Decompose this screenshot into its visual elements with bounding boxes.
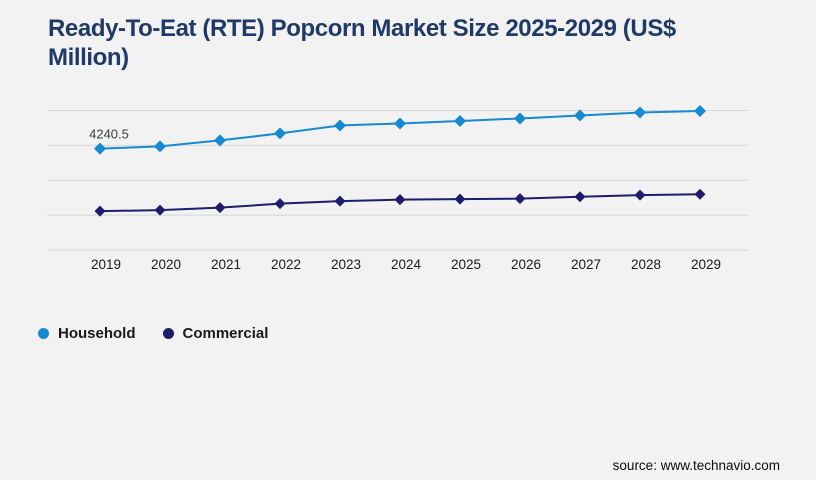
legend-item-household: Household xyxy=(38,325,136,342)
household-line xyxy=(99,110,701,150)
commercial-marker-2020 xyxy=(154,204,166,216)
x-axis-label-2022: 2022 xyxy=(271,257,301,272)
household-marker-2025 xyxy=(454,114,466,127)
legend-item-commercial: Commercial xyxy=(162,325,269,342)
household-legend-dot-icon xyxy=(38,328,49,339)
commercial-marker-2027 xyxy=(574,191,586,203)
household-marker-2026 xyxy=(514,112,526,125)
x-axis-label-2019: 2019 xyxy=(91,257,121,272)
commercial-marker-2029 xyxy=(694,188,706,200)
x-axis-label-2025: 2025 xyxy=(451,257,481,272)
x-axis-label-2026: 2026 xyxy=(511,257,541,272)
commercial-marker-2028 xyxy=(634,189,646,201)
household-first-point-data-label: 4240.5 xyxy=(89,127,129,142)
x-axis-label-2023: 2023 xyxy=(331,257,361,272)
x-axis-label-2027: 2027 xyxy=(571,257,601,272)
chart-title: Ready-To-Eat (RTE) Popcorn Market Size 2… xyxy=(48,15,676,71)
household-marker-2020 xyxy=(154,140,166,153)
x-axis-label-2029: 2029 xyxy=(691,257,721,272)
household-marker-2023 xyxy=(334,119,346,132)
commercial-marker-2026 xyxy=(514,193,526,205)
household-marker-2024 xyxy=(394,117,406,130)
commercial-marker-2019 xyxy=(94,205,106,217)
legend-label-commercial: Commercial xyxy=(182,325,269,342)
source-text: source: www.technavio.com xyxy=(612,458,780,473)
x-axis-label-2024: 2024 xyxy=(391,257,422,272)
household-marker-2027 xyxy=(574,109,586,122)
x-axis-label-2021: 2021 xyxy=(211,257,241,272)
commercial-marker-2025 xyxy=(454,193,466,205)
commercial-marker-2022 xyxy=(274,198,286,210)
household-marker-2021 xyxy=(214,134,226,147)
household-marker-2019 xyxy=(94,142,106,155)
x-axis-label-2028: 2028 xyxy=(631,257,661,272)
household-marker-2022 xyxy=(274,127,286,140)
household-marker-2029 xyxy=(694,105,706,118)
commercial-marker-2021 xyxy=(214,202,226,214)
legend: Household Commercial xyxy=(38,325,268,342)
legend-label-household: Household xyxy=(58,325,136,342)
commercial-marker-2023 xyxy=(334,195,346,207)
x-axis-label-2020: 2020 xyxy=(151,257,181,272)
commercial-legend-dot-icon xyxy=(162,328,174,339)
commercial-marker-2024 xyxy=(394,194,406,206)
household-marker-2028 xyxy=(634,106,646,119)
